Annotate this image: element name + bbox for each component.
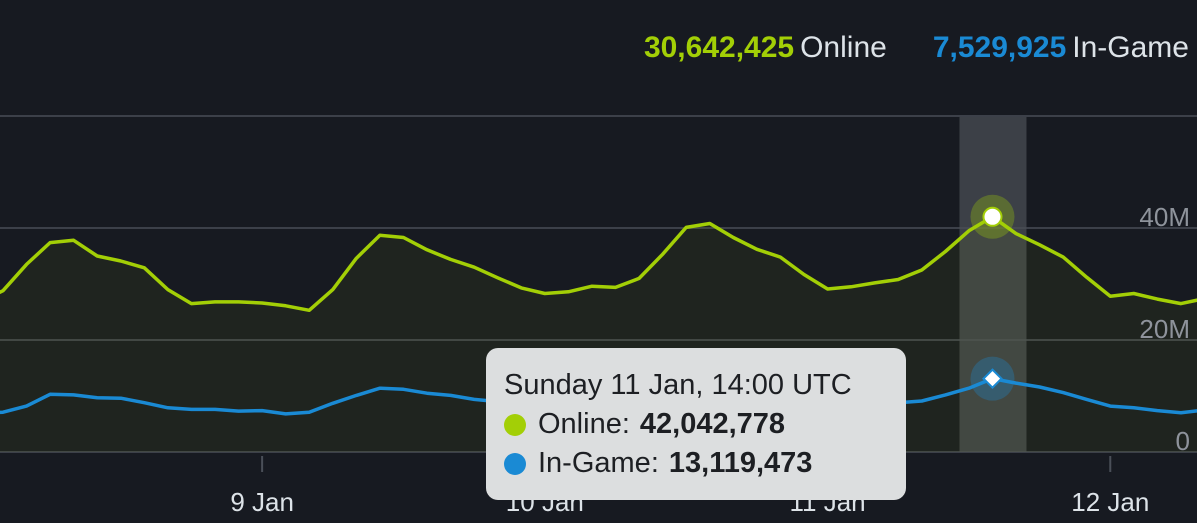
hover-band — [959, 117, 1027, 452]
tooltip-online-value: 42,042,778 — [639, 408, 786, 440]
tooltip-title-row: Sunday 11 Jan, 14:00 UTC — [504, 366, 906, 405]
y-tick-label: 20M — [1139, 314, 1190, 344]
x-tick-label: 9 Jan — [230, 487, 294, 517]
ingame-count: 7,529,925 — [932, 31, 1067, 64]
tooltip-online-label: Online: — [538, 408, 630, 440]
online-count: 30,642,425 — [643, 31, 795, 64]
tooltip-ingame-value: 13,119,473 — [668, 447, 813, 479]
y-tick-label: 40M — [1139, 202, 1190, 232]
online-dot-icon — [504, 413, 526, 436]
tooltip-online-row: Online: 42,042,778 — [504, 405, 906, 444]
ingame-stat: 7,529,925 In-Game — [933, 28, 1189, 68]
ingame-dot-icon — [504, 452, 526, 475]
online-series-line — [0, 215, 1197, 313]
ingame-label: In-Game — [1072, 31, 1189, 64]
online-marker-point — [982, 206, 1003, 227]
y-tick-label: 0 — [1176, 426, 1190, 456]
tooltip-ingame-label: In-Game: — [538, 447, 659, 479]
online-stat: 30,642,425 Online — [644, 28, 887, 68]
chart-tooltip: Sunday 11 Jan, 14:00 UTC Online: 42,042,… — [486, 348, 906, 500]
x-tick-label: 12 Jan — [1071, 487, 1149, 517]
tooltip-ingame-row: In-Game: 13,119,473 — [504, 444, 906, 483]
online-label: Online — [800, 31, 887, 64]
tooltip-title: Sunday 11 Jan, 14:00 UTC — [504, 369, 852, 401]
stats-header: 30,642,425 Online 7,529,925 In-Game — [644, 28, 1189, 68]
ingame-marker-point — [982, 368, 1003, 390]
